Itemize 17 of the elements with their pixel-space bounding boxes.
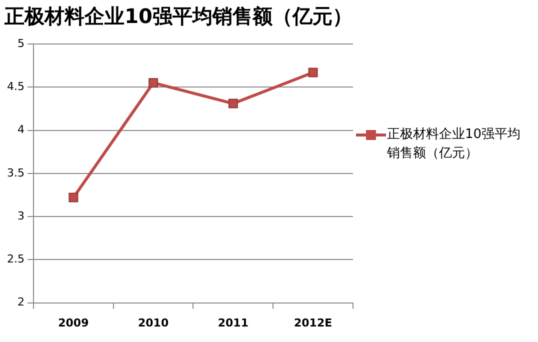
chart-title: 正极材料企业10强平均销售额（亿元） (4, 4, 352, 28)
x-tick-label: 2012E (294, 316, 332, 330)
y-tick-label: 2 (17, 296, 24, 309)
x-tick-label: 2010 (138, 316, 169, 330)
y-tick-label: 3.5 (6, 166, 24, 180)
y-tick-label: 5 (17, 36, 24, 50)
point (228, 98, 238, 108)
legend-label: 正极材料企业10强平均销售额（亿元） (387, 126, 522, 163)
point (68, 192, 78, 202)
y-tick-label: 2.5 (6, 252, 24, 266)
y-tick-label: 3 (17, 209, 24, 222)
y-tick-label: 4 (17, 123, 24, 136)
point (308, 68, 318, 78)
point (148, 78, 158, 88)
y-tick-label: 4.5 (6, 80, 24, 93)
x-tick-label: 2011 (218, 316, 248, 330)
x-tick-label: 2009 (58, 316, 89, 330)
